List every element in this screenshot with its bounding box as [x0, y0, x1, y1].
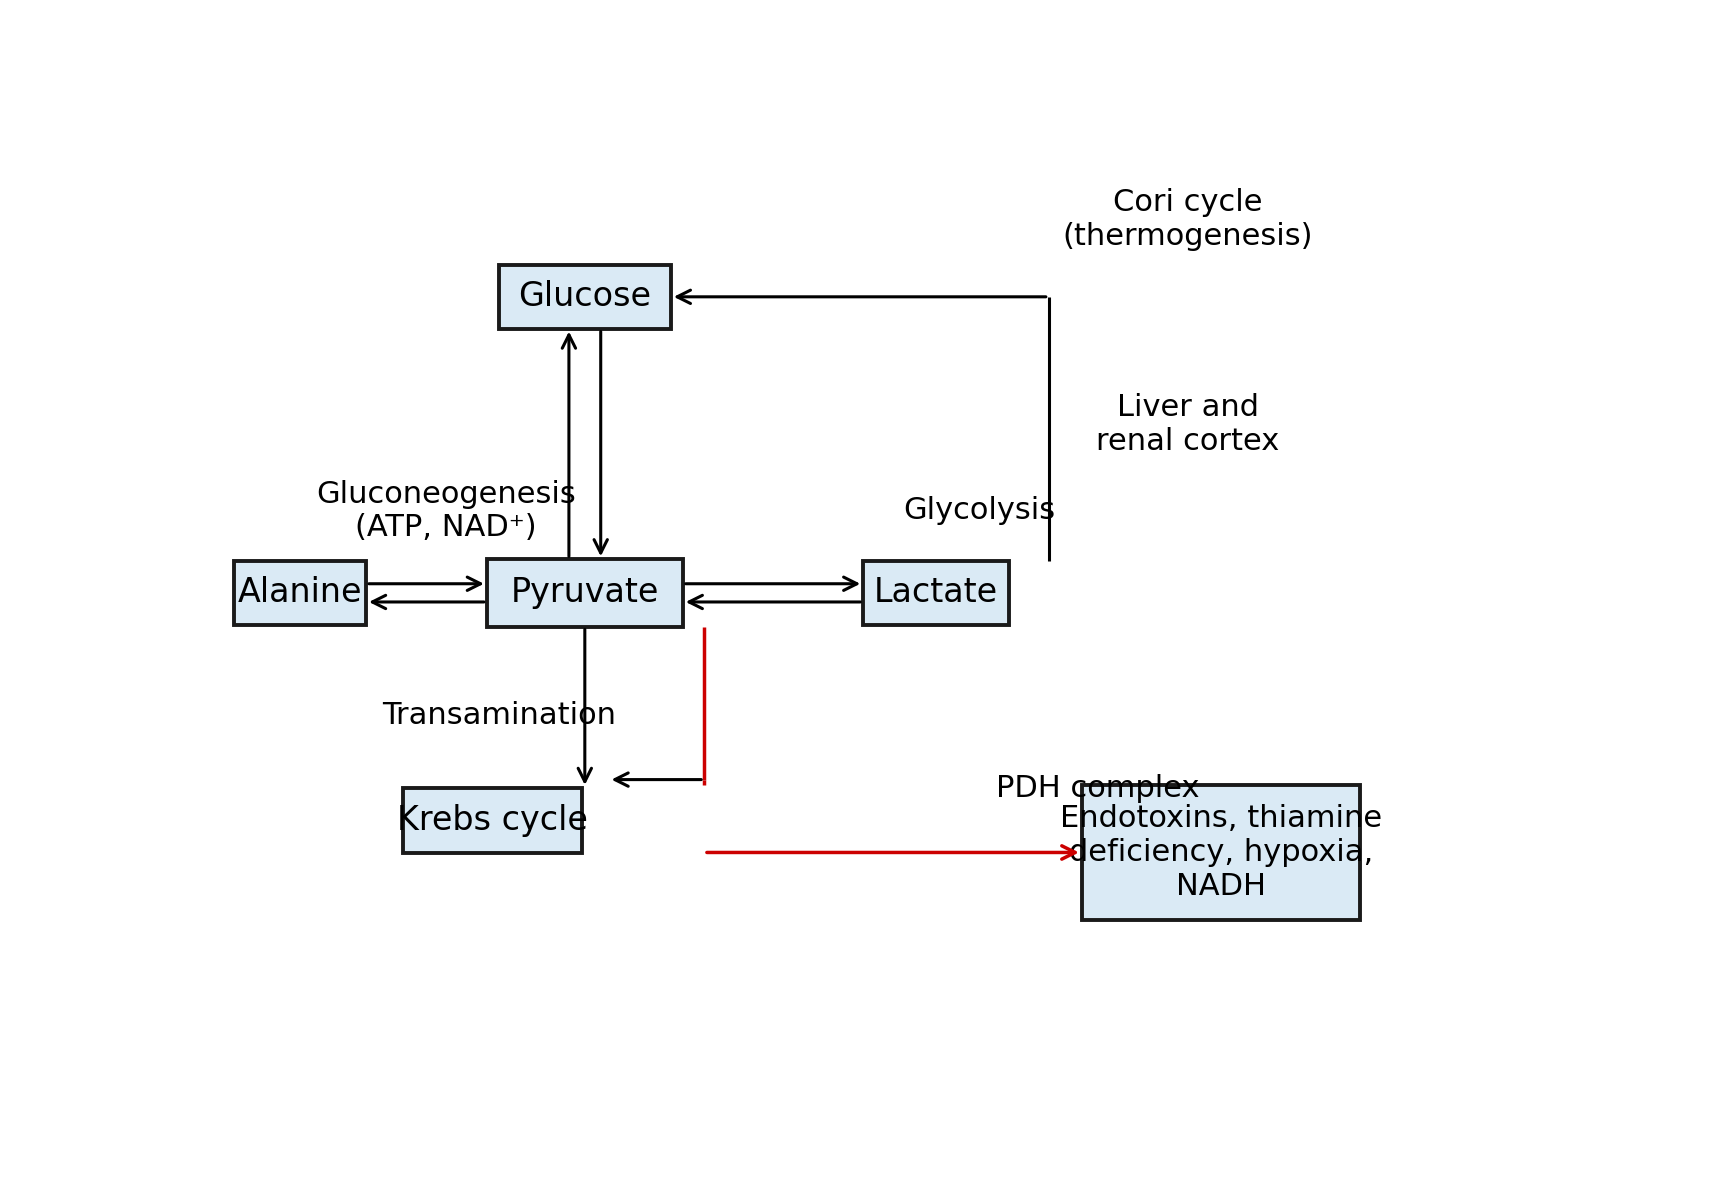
- Text: Transamination: Transamination: [381, 702, 616, 730]
- Text: Liver and
renal cortex: Liver and renal cortex: [1096, 393, 1279, 455]
- Text: PDH complex: PDH complex: [995, 774, 1199, 803]
- Text: Pyruvate: Pyruvate: [511, 576, 658, 609]
- Text: Alanine: Alanine: [238, 576, 363, 609]
- FancyBboxPatch shape: [1082, 786, 1359, 920]
- FancyBboxPatch shape: [499, 265, 670, 329]
- Text: Krebs cycle: Krebs cycle: [397, 804, 588, 838]
- FancyBboxPatch shape: [487, 560, 682, 627]
- FancyBboxPatch shape: [864, 561, 1009, 625]
- Text: Glycolysis: Glycolysis: [903, 497, 1055, 525]
- Text: Lactate: Lactate: [874, 576, 999, 609]
- Text: Gluconeogenesis
(ATP, NAD⁺): Gluconeogenesis (ATP, NAD⁺): [316, 479, 576, 542]
- Text: Glucose: Glucose: [518, 280, 652, 313]
- FancyBboxPatch shape: [234, 561, 366, 625]
- FancyBboxPatch shape: [402, 788, 581, 853]
- Text: Endotoxins, thiamine
deficiency, hypoxia,
NADH: Endotoxins, thiamine deficiency, hypoxia…: [1060, 804, 1382, 900]
- Text: Cori cycle
(thermogenesis): Cori cycle (thermogenesis): [1062, 188, 1313, 251]
